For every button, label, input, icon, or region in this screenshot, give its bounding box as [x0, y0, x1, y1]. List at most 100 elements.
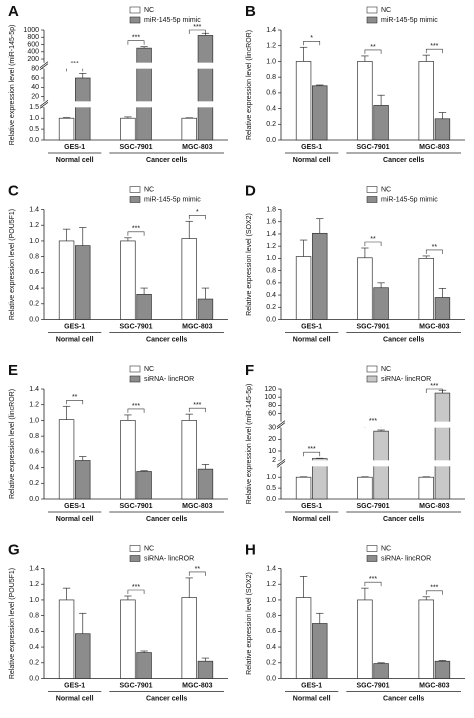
group-label: Cancer cells	[146, 336, 187, 343]
y-tick-label: 40	[31, 84, 39, 91]
y-tick-label: 600	[27, 41, 39, 48]
y-tick-label: 0.8	[266, 74, 276, 81]
y-tick-label: 1.2	[29, 581, 39, 588]
y-tick-label: 400	[27, 49, 39, 56]
significance-bracket	[188, 571, 206, 576]
legend-label: siRNA- lincROR	[144, 376, 194, 383]
bar	[120, 420, 136, 500]
significance-bracket	[425, 249, 443, 254]
y-tick-label: 0.2	[266, 121, 276, 128]
significance-label: ***	[193, 24, 201, 31]
break-mark	[39, 100, 49, 107]
legend-swatch	[366, 545, 378, 552]
legend-label: siRNA- lincROR	[381, 555, 431, 562]
x-tick-label: SGC-7901	[119, 682, 152, 689]
x-tick-label: GES-1	[64, 682, 85, 689]
significance-bracket	[303, 451, 321, 457]
significance-bracket	[188, 29, 206, 34]
bar	[181, 597, 197, 679]
x-tick-label: SGC-7901	[119, 323, 152, 330]
y-axis-label: Relative expression level (miR-145-5p)	[9, 25, 16, 146]
y-tick-label: 1.2	[266, 581, 276, 588]
bar	[357, 257, 373, 320]
x-tick-label: SGC-7901	[356, 503, 389, 510]
bar	[181, 420, 197, 500]
legend-label: NC	[144, 545, 154, 552]
significance-label: ***	[308, 446, 316, 453]
group-label: Normal cell	[293, 336, 331, 343]
significance-label: ***	[132, 584, 140, 591]
break-mark	[276, 461, 286, 468]
bar	[58, 419, 75, 500]
x-tick-label: MGC-803	[419, 682, 449, 689]
legend-swatch	[129, 555, 141, 562]
bar	[75, 245, 91, 320]
y-tick-label: 1000	[23, 27, 39, 34]
y-tick-label: 0.4	[266, 644, 276, 651]
significance-label: *	[196, 209, 199, 216]
y-tick-label: 0.0	[29, 137, 39, 144]
legend-label: miR-145-5p mimic	[144, 17, 201, 24]
significance-label: *	[310, 35, 313, 42]
significance-bracket	[188, 407, 206, 413]
y-tick-label: 0.2	[29, 480, 39, 487]
significance-bracket	[425, 590, 443, 595]
panel-label: H	[245, 541, 256, 558]
y-tick-label: 1.0	[29, 597, 39, 604]
y-axis-label: Relative expression level (POU5F1)	[9, 209, 16, 320]
y-tick-label: 0.6	[266, 90, 276, 97]
significance-label: ***	[369, 418, 377, 425]
y-tick-label: 20	[268, 436, 276, 443]
bar	[418, 599, 434, 679]
bar	[357, 476, 373, 500]
significance-bracket	[127, 408, 145, 413]
significance-bracket	[364, 581, 382, 587]
legend-swatch	[129, 196, 141, 203]
y-tick-label: 1.5	[29, 104, 39, 111]
legend-swatch	[129, 186, 141, 193]
y-tick-label: 0.6	[29, 449, 39, 456]
significance-bracket	[425, 388, 443, 393]
y-tick-label: 60	[268, 410, 276, 417]
x-tick-label: MGC-803	[182, 144, 212, 151]
panel-label: F	[245, 362, 254, 379]
y-tick-label: 10	[268, 448, 276, 455]
group-label: Cancer cells	[383, 336, 424, 343]
y-tick-label: 0.4	[29, 644, 39, 651]
significance-bracket	[188, 214, 206, 220]
bar	[75, 77, 91, 141]
significance-bracket	[127, 40, 145, 45]
bar	[295, 597, 312, 679]
y-tick-label: 1.4	[29, 565, 39, 572]
significance-bracket	[127, 231, 145, 236]
bar	[295, 256, 312, 320]
axis-break	[40, 62, 228, 69]
y-tick-label: 0.2	[266, 304, 276, 311]
group-label: Normal cell	[56, 157, 94, 164]
y-tick-label: 0.6	[29, 628, 39, 635]
y-tick-label: 1.4	[29, 206, 39, 213]
y-tick-label: 2	[272, 457, 276, 464]
bar	[418, 476, 434, 500]
bar	[136, 294, 152, 320]
bar	[120, 599, 136, 679]
y-tick-label: 0.6	[266, 280, 276, 287]
y-tick-label: 0.4	[29, 464, 39, 471]
y-tick-label: 0.5	[29, 126, 39, 133]
legend-swatch	[366, 16, 378, 24]
panel-label: D	[245, 182, 256, 199]
y-tick-label: 20	[31, 94, 39, 101]
bar	[58, 117, 75, 141]
y-tick-label: 120	[264, 386, 276, 393]
legend-label: NC	[381, 366, 391, 373]
y-tick-label: 0.8	[266, 612, 276, 619]
x-tick-label: GES-1	[301, 323, 322, 330]
y-tick-label: 1.4	[266, 27, 276, 34]
x-tick-label: SGC-7901	[356, 144, 389, 151]
legend-label: miR-145-5p mimic	[381, 196, 438, 203]
group-label: Cancer cells	[383, 157, 424, 164]
legend-label: miR-145-5p mimic	[144, 196, 201, 203]
panel-label: G	[8, 541, 20, 558]
x-tick-label: GES-1	[301, 503, 322, 510]
significance-bracket	[425, 48, 443, 54]
